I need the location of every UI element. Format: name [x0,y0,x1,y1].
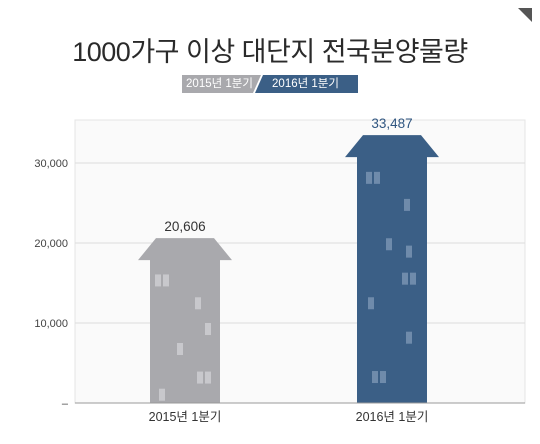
y-tick-label: 20,000 [34,238,68,250]
bar-window [410,272,416,285]
bar-window [372,371,378,384]
bar-window [386,238,392,251]
legend: 2015년 1분기 2016년 1분기 [182,75,358,93]
y-tick-labels: – 10,000 20,000 30,000 [34,158,69,410]
y-tick-label: 30,000 [34,158,68,170]
bar-window [368,297,374,310]
bar-window [406,331,412,344]
bar-window [404,198,410,211]
data-label: 33,487 [371,116,412,131]
y-tick-label: – [62,398,69,410]
bar-window [197,371,203,384]
bar-window [374,171,380,184]
bar-window [380,371,386,384]
bar-window [366,171,372,184]
bar-window [205,323,211,336]
legend-item-2015: 2015년 1분기 [182,75,261,93]
bar-window [205,371,211,384]
corner-triangle-icon [518,8,532,22]
bars: 20,606 33,487 [138,116,439,403]
plot-area [74,119,526,404]
bar-window [155,274,161,287]
x-tick-label: 2015년 1분기 [149,410,222,424]
x-tick-labels: 2015년 1분기 2016년 1분기 [149,410,429,424]
legend-item-2016: 2016년 1분기 [255,75,358,93]
bar-window [163,274,169,287]
bar-window [402,272,408,285]
y-tick-label: 10,000 [34,318,68,330]
bar-1 [138,238,232,403]
data-label: 20,606 [164,219,205,234]
bar-window [406,245,412,258]
bar-window [177,343,183,356]
x-tick-label: 2016년 1분기 [356,410,429,424]
chart-title: 1000가구 이상 대단지 전국분양물량 [72,37,468,67]
bar-window [195,297,201,310]
bar-window [159,388,165,401]
bar-2 [345,135,439,403]
